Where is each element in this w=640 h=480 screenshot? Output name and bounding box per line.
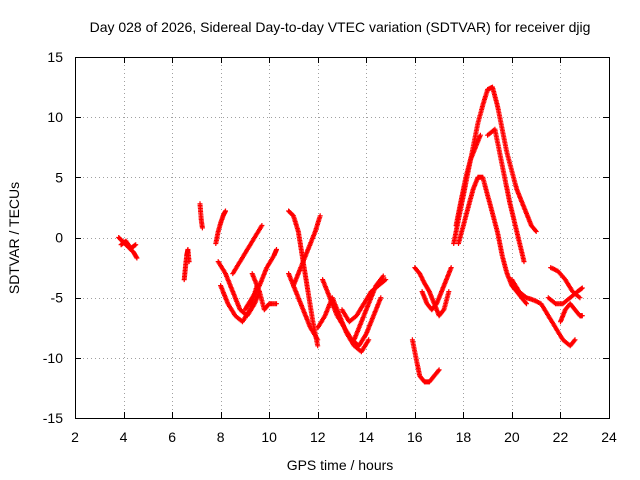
x-tick-label: 24 <box>601 429 617 445</box>
y-axis-label: SDTVAR / TECUs <box>6 182 22 294</box>
x-tick-label: 8 <box>217 429 225 445</box>
grid <box>75 57 609 418</box>
y-tick-label: -10 <box>43 350 63 366</box>
data-point <box>436 367 442 373</box>
y-tick-label: 5 <box>55 169 63 185</box>
data-point <box>523 300 529 306</box>
data-point <box>571 338 577 344</box>
data-point <box>199 225 205 231</box>
data-point <box>380 273 386 279</box>
data-point <box>383 277 389 283</box>
x-tick-label: 14 <box>358 429 374 445</box>
y-tick-label: -15 <box>43 410 63 426</box>
data-point <box>315 337 321 343</box>
x-tick-label: 4 <box>120 429 128 445</box>
data-point <box>446 289 452 295</box>
data-point <box>579 313 585 319</box>
data-point <box>579 285 585 291</box>
x-axis-label: GPS time / hours <box>287 457 394 473</box>
data-point <box>317 213 323 219</box>
x-tick-label: 10 <box>261 429 277 445</box>
y-tick-label: 10 <box>47 109 63 125</box>
data-point <box>532 228 538 233</box>
data-point <box>366 337 372 343</box>
data-point <box>223 208 228 214</box>
data-point <box>524 301 529 307</box>
data-point <box>134 255 140 261</box>
x-tick-label: 22 <box>553 429 569 445</box>
data-point <box>521 259 527 265</box>
x-tick-label: 16 <box>407 429 423 445</box>
data-point <box>577 295 583 301</box>
data-point <box>186 259 192 265</box>
data-point <box>315 343 321 349</box>
x-axis-ticks: 2 4 6 8 10 12 14 16 18 20 22 24 <box>71 57 617 445</box>
data-point <box>448 265 454 271</box>
data-point <box>274 247 279 252</box>
x-tick-label: 12 <box>310 429 326 445</box>
x-tick-label: 18 <box>456 429 472 445</box>
data-point <box>435 368 441 374</box>
y-axis-ticks: -15 -10 -5 0 5 10 15 <box>43 49 609 426</box>
data-point <box>274 301 279 307</box>
data-points <box>116 84 585 385</box>
data-point <box>533 229 539 234</box>
data-point <box>259 223 265 228</box>
y-tick-label: 0 <box>55 230 63 246</box>
chart-title: Day 028 of 2026, Sidereal Day-to-day VTE… <box>90 19 591 35</box>
data-point <box>378 295 384 301</box>
x-tick-label: 2 <box>71 429 79 445</box>
y-tick-label: 15 <box>47 49 63 65</box>
data-point <box>477 132 483 138</box>
y-tick-label: -5 <box>51 290 64 306</box>
x-tick-label: 20 <box>504 429 520 445</box>
x-tick-label: 6 <box>168 429 176 445</box>
data-point <box>572 337 578 343</box>
data-point <box>133 242 139 248</box>
